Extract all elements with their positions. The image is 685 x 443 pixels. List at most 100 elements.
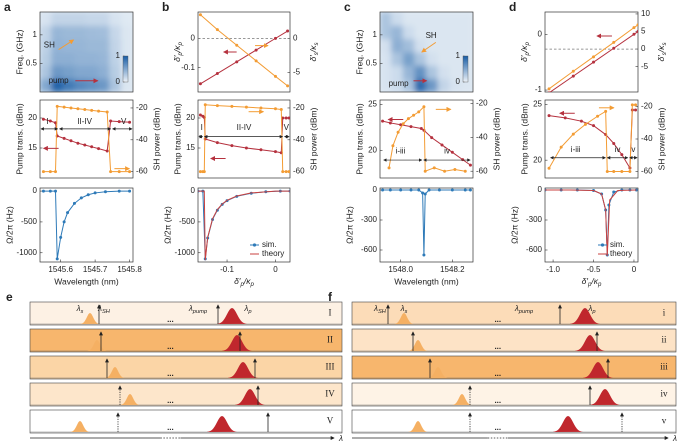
legend-label: sim.	[610, 240, 625, 249]
peak	[583, 362, 613, 378]
heatmap-cell	[414, 24, 427, 40]
marker	[62, 105, 66, 109]
marker	[235, 60, 239, 64]
y2-tick-label: -20	[641, 102, 653, 111]
text-part: λ	[76, 304, 81, 313]
heatmap-cell	[74, 12, 87, 26]
marker	[54, 121, 57, 125]
marker	[636, 23, 638, 27]
text-part: s	[313, 52, 320, 55]
heatmap-cell	[51, 38, 64, 53]
marker	[90, 108, 94, 112]
marker	[632, 32, 636, 36]
y-tick-label: -600	[361, 245, 378, 254]
marker	[612, 46, 616, 50]
annotation: I	[201, 123, 203, 132]
annotation: SH	[44, 41, 55, 50]
marker	[198, 13, 202, 17]
y-tick-label: 20	[28, 113, 37, 122]
heatmap-cells	[380, 12, 473, 92]
marker	[128, 120, 132, 124]
text-part: δ′	[582, 276, 589, 286]
plot-frame	[379, 11, 474, 93]
row-label: iv	[660, 389, 668, 399]
marker	[596, 114, 600, 118]
marker	[630, 103, 634, 107]
heatmap-cell	[40, 78, 53, 92]
wavelength-label: λpump	[514, 304, 534, 314]
line	[548, 109, 636, 170]
heatmap-cell	[402, 38, 416, 53]
y-tick-label: 0.5	[366, 59, 378, 68]
marker	[54, 189, 57, 193]
marker	[559, 145, 563, 149]
marker	[41, 189, 45, 193]
y-axis-label: Pump trans. (dBm)	[172, 103, 182, 174]
y2-tick-label: -20	[293, 103, 305, 112]
y2-tick-label: -5	[641, 62, 649, 71]
series	[198, 113, 290, 155]
series	[545, 189, 637, 257]
text-part: s	[661, 52, 668, 55]
text-part: pump	[192, 309, 208, 315]
schematic-row	[29, 328, 343, 353]
text-part: p	[524, 52, 531, 57]
annotation: II-IV	[77, 117, 92, 126]
marker	[636, 30, 638, 34]
heatmap-cell	[86, 24, 99, 40]
marker	[128, 170, 132, 174]
colorbar-tick-label: 1	[456, 51, 461, 60]
marker	[86, 193, 90, 197]
marker	[605, 170, 609, 173]
peak	[235, 389, 265, 405]
heatmap-cell	[437, 51, 451, 66]
marker	[592, 60, 596, 64]
y-axis-label: Pump trans. (dBm)	[14, 103, 24, 174]
colorbar	[462, 55, 469, 83]
annotation: v	[631, 145, 635, 154]
annotation: V	[284, 123, 290, 132]
marker	[62, 220, 66, 224]
annotation: iv	[444, 147, 450, 156]
marker	[273, 36, 277, 40]
heatmap-cell	[460, 24, 473, 40]
text-part: δ′	[308, 55, 318, 62]
y2-axis-label: SH power (dBm)	[308, 107, 318, 170]
heatmap-cell	[380, 78, 393, 92]
marker	[563, 116, 567, 120]
series	[547, 108, 638, 170]
heatmap-cell	[97, 12, 111, 26]
schematic-row	[29, 301, 343, 326]
y2-tick-label: -40	[293, 135, 305, 144]
x-tick-label: -1.0	[546, 265, 560, 274]
marker	[284, 170, 288, 174]
marker	[117, 120, 121, 124]
peak	[408, 421, 428, 432]
peak	[207, 416, 237, 432]
heatmap-cell	[391, 12, 404, 26]
heatmap-cell	[62, 51, 76, 66]
peak	[80, 313, 100, 324]
schematic-row	[29, 409, 343, 434]
series	[381, 119, 472, 167]
marker	[286, 84, 290, 88]
heatmap-cell	[426, 24, 439, 40]
annotation: pump	[389, 79, 410, 88]
y-tick-label: 1	[373, 30, 378, 39]
heatmap-cell	[437, 24, 451, 40]
marker	[612, 170, 616, 173]
series	[547, 23, 638, 91]
marker	[128, 189, 132, 193]
heatmap-cell	[380, 38, 393, 53]
text-part: δ′	[519, 55, 529, 62]
line	[43, 118, 130, 152]
marker	[427, 188, 431, 192]
marker	[406, 117, 410, 121]
y-tick-label: 0	[33, 186, 38, 195]
heatmap-cell	[426, 78, 439, 92]
text-part: λ	[373, 304, 378, 313]
heatmap-cell	[97, 38, 111, 53]
heatmap-cell	[120, 12, 133, 26]
heatmap-cell	[437, 78, 451, 92]
y-axis-label: Ω/2π (Hz)	[509, 206, 519, 244]
